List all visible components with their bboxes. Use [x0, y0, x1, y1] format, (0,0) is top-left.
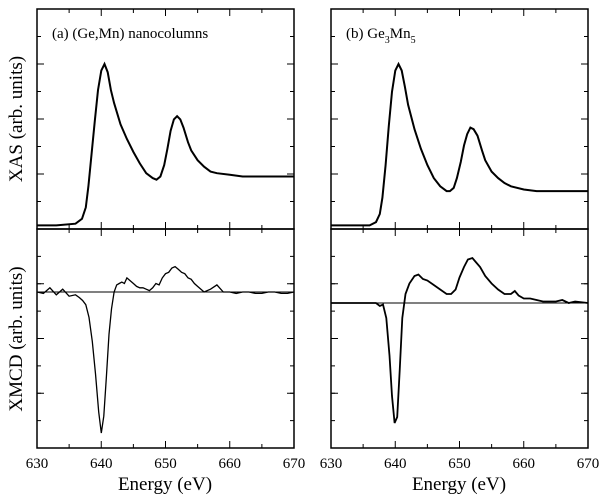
x-tick-label: 660: [513, 456, 536, 472]
panel-title-b: (b) Ge3Mn5: [346, 26, 416, 46]
x-tick-label: 670: [283, 456, 306, 472]
x-tick-label: 650: [448, 456, 471, 472]
panel-title-a: (a) (Ge,Mn) nanocolumns: [52, 26, 208, 42]
xas-curve-a: [37, 61, 294, 227]
x-tick-label: 670: [577, 456, 600, 472]
x-tick-label: 660: [219, 456, 242, 472]
x-axis-label-a: Energy (eV): [118, 474, 212, 495]
left-top-frame: [36, 8, 295, 230]
y-axis-label-xas: XAS (arb. units): [6, 56, 27, 182]
y-axis-label-xmcd: XMCD (arb. units): [6, 266, 27, 411]
xmcd-curve-b: [331, 256, 589, 424]
xmcd-curve-a: [36, 265, 295, 434]
right-bottom-frame: [330, 228, 589, 449]
right-top-frame: [330, 8, 589, 230]
x-tick-label: 640: [384, 456, 407, 472]
left-bottom-frame: [36, 228, 295, 449]
x-tick-label: 630: [320, 456, 343, 472]
x-tick-label: 640: [90, 456, 113, 472]
xas-curve-b: [331, 61, 588, 227]
x-tick-label: 650: [154, 456, 177, 472]
x-axis-label-b: Energy (eV): [412, 474, 506, 495]
x-tick-labels: 630 640 650 660 670 630 640 650 660 670: [26, 456, 600, 472]
axis-ticks: [36, 9, 589, 448]
x-tick-label: 630: [26, 456, 49, 472]
